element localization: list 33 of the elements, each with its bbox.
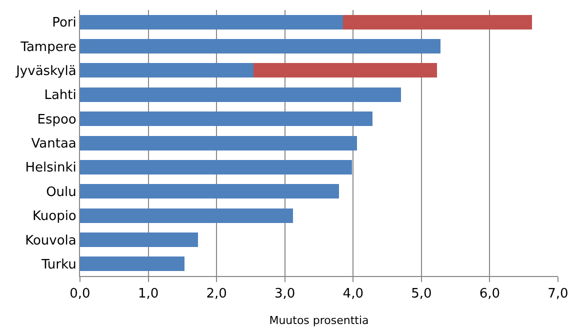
x-tick-label: 7,0 [548, 286, 568, 302]
x-tick-label: 1,0 [138, 286, 159, 302]
y-tick-label: Vantaa [31, 136, 76, 152]
bar [80, 256, 184, 272]
y-tick-label: Tampere [20, 40, 76, 55]
x-tick-label: 3,0 [274, 286, 296, 302]
y-tick-label: Turku [40, 257, 76, 272]
bar [342, 14, 532, 30]
bar [253, 63, 438, 78]
bar [80, 63, 254, 78]
x-axis-title: Muutos prosenttia [269, 314, 369, 327]
x-tick-label: 4,0 [342, 286, 364, 302]
bar [80, 87, 401, 102]
x-tick-label: 6,0 [479, 286, 500, 302]
bar [80, 136, 358, 150]
x-tick-label: 2,0 [206, 286, 227, 302]
bar [80, 208, 294, 223]
y-tick-label: Pori [52, 16, 76, 31]
y-tick-label: Oulu [46, 184, 76, 200]
bar [80, 14, 343, 30]
y-tick-label: Kuopio [32, 209, 76, 224]
y-tick-label: Kouvola [25, 233, 76, 248]
y-tick-label: Espoo [37, 112, 76, 128]
y-tick-label: Helsinki [25, 160, 76, 176]
bar [80, 184, 339, 199]
bar [80, 160, 352, 174]
bar [80, 39, 441, 54]
y-tick-label: Lahti [44, 88, 76, 104]
bar [80, 232, 198, 247]
y-tick-label: Jyväskylä [15, 64, 76, 79]
x-tick-label: 5,0 [411, 286, 432, 302]
bar [80, 112, 372, 126]
x-tick-label: 0,0 [70, 286, 90, 302]
